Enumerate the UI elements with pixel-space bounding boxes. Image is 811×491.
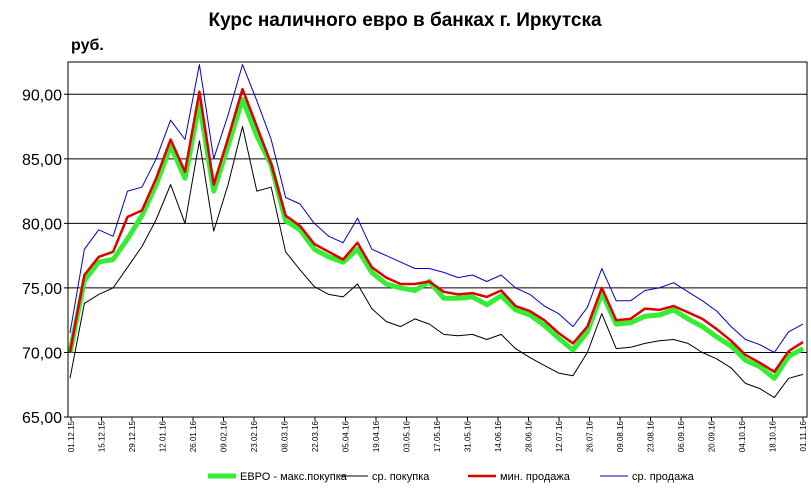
x-tick-label: 12.07.16 bbox=[555, 420, 564, 452]
y-tick-label: 70,00 bbox=[22, 345, 62, 362]
x-tick-label: 06.09.16 bbox=[677, 420, 686, 452]
series-line bbox=[67, 96, 805, 381]
y-tick-label: 90,00 bbox=[22, 87, 62, 104]
x-tick-label: 03.05.16 bbox=[403, 420, 412, 452]
legend-label: ЕВРО - макс.покупка bbox=[240, 471, 348, 483]
legend-label: ср. покупка bbox=[372, 471, 430, 483]
y-tick-label: 85,00 bbox=[22, 152, 62, 169]
x-tick-label: 08.03.16 bbox=[281, 420, 290, 452]
x-tick-label: 19.04.16 bbox=[372, 420, 381, 452]
series-line bbox=[68, 87, 804, 374]
x-tick-label: 09.02.16 bbox=[220, 420, 229, 452]
y-tick-label: 65,00 bbox=[22, 410, 62, 427]
plot-area-border bbox=[67, 61, 808, 418]
y-axis-ticks: 65,00 70,00 75,00 80,00 85,00 90,00 bbox=[22, 87, 68, 427]
x-tick-label: 20.09.16 bbox=[708, 420, 717, 452]
x-tick-label: 12.01.16 bbox=[159, 420, 168, 452]
x-tick-label: 28.06.16 bbox=[525, 420, 534, 452]
x-tick-label: 04.10.16 bbox=[738, 420, 747, 452]
legend-label: мин. продажа bbox=[500, 471, 571, 483]
x-tick-label: 09.08.16 bbox=[616, 420, 625, 452]
y-axis-unit-label: руб. bbox=[71, 37, 104, 54]
x-tick-label: 18.10.16 bbox=[769, 420, 778, 452]
x-tick-label: 26.07.16 bbox=[586, 420, 595, 452]
x-tick-label: 14.06.16 bbox=[494, 420, 503, 452]
x-tick-label: 15.12.15 bbox=[98, 420, 107, 452]
y-tick-label: 75,00 bbox=[22, 281, 62, 298]
series-line bbox=[69, 126, 804, 399]
x-tick-label: 01.12.15 bbox=[67, 420, 76, 452]
x-tick-label: 26.01.16 bbox=[189, 420, 198, 452]
x-tick-label: 17.05.16 bbox=[433, 420, 442, 452]
x-tick-label: 22.03.16 bbox=[311, 420, 320, 452]
legend-label: ср. продажа bbox=[632, 471, 695, 483]
x-tick-label: 01.11.16 bbox=[799, 420, 808, 451]
x-axis-ticks: 01.12.15 15.12.15 29.12.15 12.01.16 26.01.16… bbox=[67, 417, 808, 452]
legend: ЕВРО - макс.покупка ср. покупка мин. прода… bbox=[208, 471, 695, 483]
x-tick-label: 23.08.16 bbox=[647, 420, 656, 452]
series-line bbox=[69, 64, 804, 353]
gridlines bbox=[68, 93, 807, 418]
x-tick-label: 05.04.16 bbox=[342, 420, 351, 452]
x-tick-label: 23.02.16 bbox=[250, 420, 259, 452]
x-tick-label: 29.12.15 bbox=[128, 420, 137, 452]
series-lines bbox=[67, 64, 805, 399]
y-tick-label: 80,00 bbox=[22, 216, 62, 233]
chart-title: Курс наличного евро в банках г. Иркутска bbox=[208, 10, 601, 31]
x-tick-label: 31.05.16 bbox=[464, 420, 473, 452]
